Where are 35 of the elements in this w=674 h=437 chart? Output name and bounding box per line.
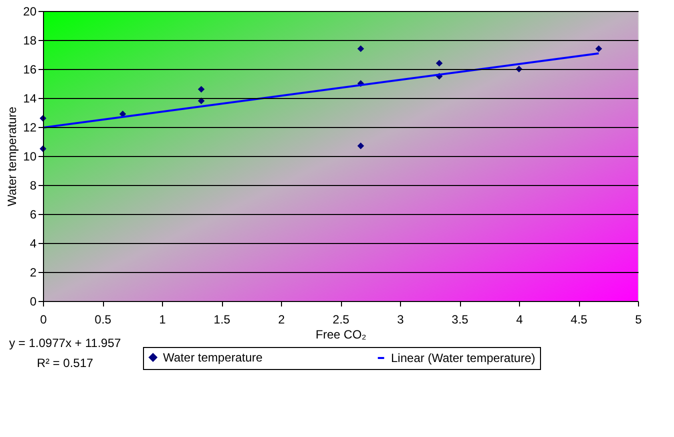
legend-label: Water temperature — [163, 350, 263, 364]
y-tick-label: 16 — [23, 62, 37, 76]
x-tick-label: 4 — [516, 312, 524, 326]
x-tick-label: 0.5 — [94, 312, 112, 326]
legend-label: Linear (Water temperature) — [391, 351, 536, 365]
y-tick-label: 4 — [30, 236, 37, 250]
y-tick-label: 20 — [23, 4, 37, 18]
x-tick-label: 2 — [278, 312, 286, 326]
y-tick-label: 6 — [30, 208, 37, 222]
point — [357, 142, 364, 150]
y-tick-label: 12 — [23, 120, 37, 134]
text: R² = 0.517 — [36, 356, 94, 370]
point — [198, 86, 205, 93]
x-tick-label: 4.5 — [570, 312, 588, 326]
x-tick-label: 2.5 — [332, 312, 350, 326]
text: y = 1.0977x + 11.957 — [9, 336, 122, 350]
y-tick-label: 14 — [23, 92, 37, 106]
x-axis-title: Free CO₂ — [316, 328, 367, 342]
y-tick-label: 8 — [30, 178, 37, 192]
x-tick-label: 1.5 — [214, 312, 231, 326]
point — [436, 60, 443, 67]
y-tick-label: 10 — [23, 150, 37, 164]
x-tick-label: 3.5 — [452, 312, 469, 326]
x-tick-label: 3 — [397, 312, 404, 326]
point — [198, 98, 205, 104]
y-tick-label: 2 — [30, 266, 37, 280]
x-tick-label: 5 — [635, 312, 642, 326]
point — [119, 110, 126, 118]
point — [357, 45, 364, 52]
y-tick-label: 0 — [30, 294, 37, 308]
y-axis-title: Water temperature — [5, 106, 20, 206]
x-tick-label: 0 — [40, 312, 48, 326]
point — [595, 45, 602, 52]
y-tick-label: 18 — [23, 34, 37, 48]
x-tick-label: 1 — [159, 312, 166, 326]
